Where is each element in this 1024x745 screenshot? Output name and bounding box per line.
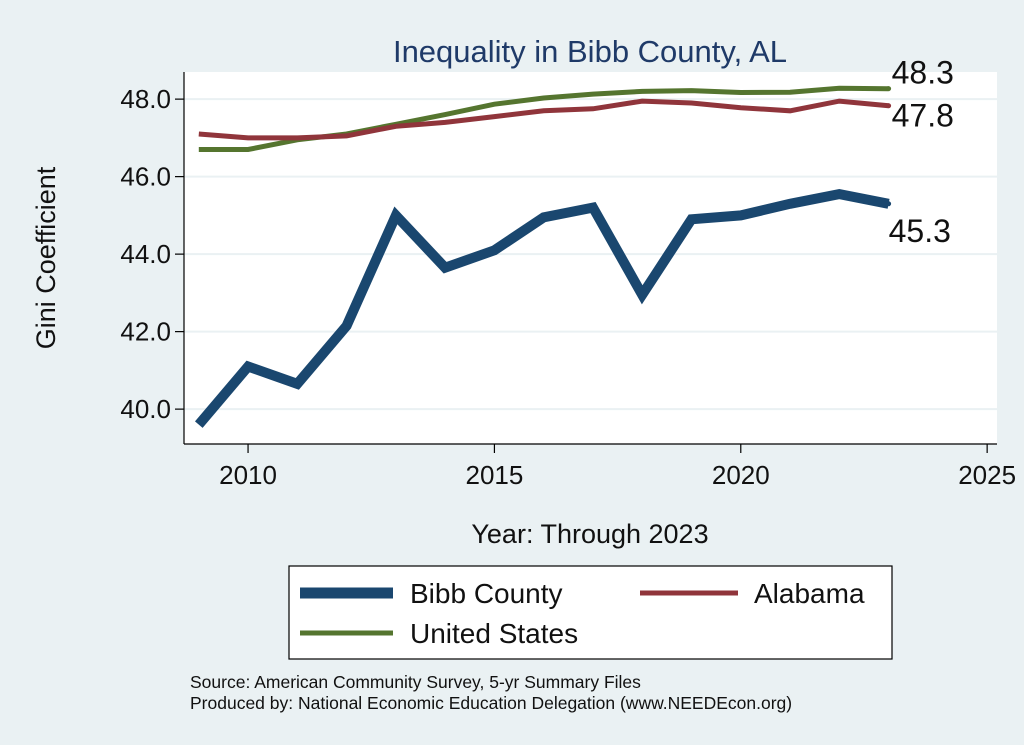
end-point-bibb-county — [886, 201, 892, 207]
legend: Bibb County Alabama United States — [288, 565, 893, 660]
x-tick-label: 2015 — [465, 460, 523, 490]
legend-label-united-states: United States — [410, 618, 578, 649]
end-label-bibb-county: 45.3 — [889, 213, 951, 249]
source-line: Source: American Community Survey, 5-yr … — [190, 672, 641, 692]
x-axis-ticks: 2010 2015 2020 2025 — [219, 444, 1016, 490]
series-lines — [194, 85, 890, 428]
gridlines — [184, 98, 997, 411]
series-line-alabama — [198, 98, 889, 141]
x-tick-label: 2010 — [219, 460, 277, 490]
chart-title: Inequality in Bibb County, AL — [393, 34, 787, 69]
y-axis-ticks: 40.0 42.0 44.0 46.0 48.0 — [120, 84, 184, 424]
end-label-alabama: 47.8 — [892, 98, 954, 134]
y-tick-label: 40.0 — [120, 394, 171, 424]
end-point-united-states — [886, 86, 892, 92]
y-axis-title: Gini Coefficient — [31, 166, 61, 349]
y-tick-label: 46.0 — [120, 162, 171, 192]
series-line-bibb-county — [194, 189, 890, 428]
x-axis-title: Year: Through 2023 — [471, 519, 708, 549]
y-tick-label: 44.0 — [120, 239, 171, 269]
plot-area — [184, 72, 997, 444]
legend-box — [288, 565, 893, 660]
end-label-united-states: 48.3 — [892, 55, 954, 91]
producer-line: Produced by: National Economic Education… — [190, 693, 792, 713]
x-tick-label: 2025 — [958, 460, 1016, 490]
end-labels: 45.3 47.8 48.3 — [886, 55, 954, 249]
x-tick-label: 2020 — [712, 460, 770, 490]
y-tick-label: 42.0 — [120, 317, 171, 347]
y-tick-label: 48.0 — [120, 84, 171, 114]
legend-label-alabama: Alabama — [754, 578, 865, 609]
end-point-alabama — [886, 103, 892, 109]
legend-label-bibb-county: Bibb County — [410, 578, 563, 609]
